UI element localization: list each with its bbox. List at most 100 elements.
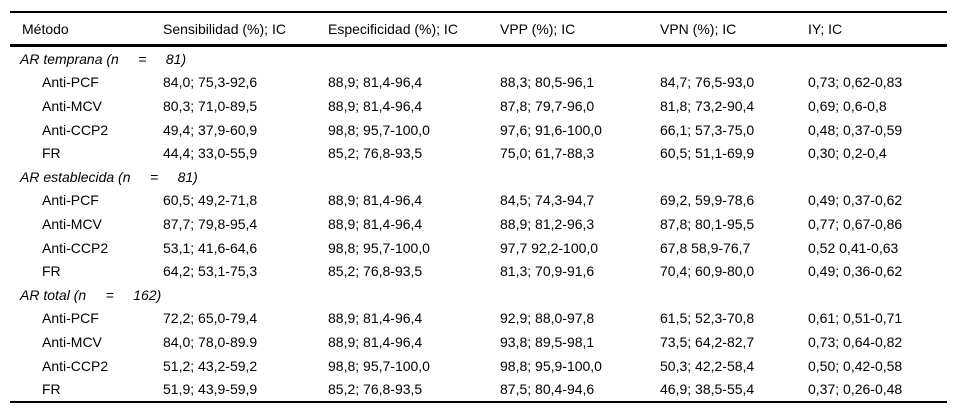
value-cell: 85,2; 76,8-93,5 xyxy=(328,263,423,280)
value-cell: 88,9; 81,4-96,4 xyxy=(328,74,423,91)
method-cell: Anti-PCF xyxy=(42,310,99,327)
value-cell: 60,5; 51,1-69,9 xyxy=(660,145,755,162)
value-cell: 0,52 0,41-0,63 xyxy=(808,239,899,256)
value-cell: 88,9; 81,4-96,4 xyxy=(328,192,423,209)
value-cell: 85,2; 76,8-93,5 xyxy=(328,145,423,162)
value-cell: 51,2; 43,2-59,2 xyxy=(163,357,258,374)
value-cell: 0,77; 0,67-0,86 xyxy=(808,215,903,232)
value-cell: 98,8; 95,9-100,0 xyxy=(500,357,602,374)
method-cell: Anti-PCF xyxy=(42,74,99,91)
value-cell: 61,5; 52,3-70,8 xyxy=(660,310,755,327)
value-cell: 0,73; 0,62-0,83 xyxy=(808,74,903,91)
method-cell: Anti-MCV xyxy=(42,333,102,350)
value-cell: 87,7; 79,8-95,4 xyxy=(163,215,258,232)
table-header: Método Sensibilidad (%); IC Especificida… xyxy=(10,12,947,47)
value-cell: 88,9; 81,2-96,3 xyxy=(500,215,595,232)
table-row: Anti-MCV 84,0; 78,0-89.9 88,9; 81,4-96,4 93… xyxy=(10,330,947,354)
value-cell: 69,2, 59,9-78,6 xyxy=(660,192,755,209)
table-row: Anti-CCP2 53,1; 41,6-64,6 98,8; 95,7-100,0… xyxy=(10,236,947,260)
value-cell: 88,9; 81,4-96,4 xyxy=(328,333,423,350)
value-cell: 72,2; 65,0-79,4 xyxy=(163,310,258,327)
column-header-vpp: VPP (%); IC xyxy=(500,12,660,47)
value-cell: 87,5; 80,4-94,6 xyxy=(500,381,595,398)
section-label: AR total (n = 162) xyxy=(20,286,162,303)
value-cell: 88,9; 81,4-96,4 xyxy=(328,310,423,327)
value-cell: 49,4; 37,9-60,9 xyxy=(163,121,258,138)
method-cell: Anti-MCV xyxy=(42,215,102,232)
table-row: Anti-PCF 84,0; 75,3-92,6 88,9; 81,4-96,4 88… xyxy=(10,71,947,95)
table-row: FR 51,9; 43,9-59,9 85,2; 76,8-93,5 87,5; 80… xyxy=(10,377,947,402)
section-row: AR total (n = 162) xyxy=(10,283,947,307)
value-cell: 73,5; 64,2-82,7 xyxy=(660,333,755,350)
header-row: Método Sensibilidad (%); IC Especificida… xyxy=(10,12,947,47)
section-label: AR establecida (n = 81) xyxy=(20,168,198,185)
table-row: Anti-PCF 72,2; 65,0-79,4 88,9; 81,4-96,4 92… xyxy=(10,307,947,331)
section-row: AR temprana (n = 81) xyxy=(10,46,947,71)
value-cell: 0,69; 0,6-0,8 xyxy=(808,97,887,114)
table-row: Anti-CCP2 49,4; 37,9-60,9 98,8; 95,7-100,0… xyxy=(10,118,947,142)
value-cell: 88,3; 80,5-96,1 xyxy=(500,74,595,91)
method-cell: Anti-CCP2 xyxy=(42,357,109,374)
value-cell: 0,49; 0,37-0,62 xyxy=(808,192,903,209)
method-cell: Anti-PCF xyxy=(42,192,99,209)
value-cell: 0,50; 0,42-0,58 xyxy=(808,357,903,374)
value-cell: 64,2; 53,1-75,3 xyxy=(163,263,258,280)
value-cell: 44,4; 33,0-55,9 xyxy=(163,145,258,162)
value-cell: 60,5; 49,2-71,8 xyxy=(163,192,258,209)
method-cell: Anti-CCP2 xyxy=(42,239,109,256)
value-cell: 97,7 92,2-100,0 xyxy=(500,239,599,256)
value-cell: 84,0; 75,3-92,6 xyxy=(163,74,258,91)
value-cell: 0,61; 0,51-0,71 xyxy=(808,310,903,327)
method-cell: FR xyxy=(42,145,61,162)
column-header-metodo: Método xyxy=(10,12,163,47)
table-row: Anti-MCV 80,3; 71,0-89,5 88,9; 81,4-96,4 87… xyxy=(10,94,947,118)
value-cell: 81,3; 70,9-91,6 xyxy=(500,263,595,280)
value-cell: 97,6; 91,6-100,0 xyxy=(500,121,602,138)
column-header-especificidad: Especificidad (%); IC xyxy=(328,12,500,47)
column-header-sensibilidad: Sensibilidad (%); IC xyxy=(163,12,328,47)
value-cell: 51,9; 43,9-59,9 xyxy=(163,381,258,398)
method-cell: Anti-CCP2 xyxy=(42,121,109,138)
table-row: FR 44,4; 33,0-55,9 85,2; 76,8-93,5 75,0; 61… xyxy=(10,141,947,165)
method-cell: FR xyxy=(42,381,61,398)
value-cell: 87,8; 80,1-95,5 xyxy=(660,215,755,232)
results-table-container: Método Sensibilidad (%); IC Especificida… xyxy=(10,11,947,403)
value-cell: 0,73; 0,64-0,82 xyxy=(808,333,903,350)
value-cell: 85,2; 76,8-93,5 xyxy=(328,381,423,398)
value-cell: 66,1; 57,3-75,0 xyxy=(660,121,755,138)
value-cell: 50,3; 42,2-58,4 xyxy=(660,357,755,374)
table-row: FR 64,2; 53,1-75,3 85,2; 76,8-93,5 81,3; 70… xyxy=(10,259,947,283)
value-cell: 46,9; 38,5-55,4 xyxy=(660,381,755,398)
method-cell: Anti-MCV xyxy=(42,97,102,114)
value-cell: 75,0; 61,7-88,3 xyxy=(500,145,595,162)
value-cell: 84,7; 76,5-93,0 xyxy=(660,74,755,91)
table-row: Anti-PCF 60,5; 49,2-71,8 88,9; 81,4-96,4 84… xyxy=(10,189,947,213)
value-cell: 84,5; 74,3-94,7 xyxy=(500,192,595,209)
value-cell: 98,8; 95,7-100,0 xyxy=(328,357,430,374)
method-cell: FR xyxy=(42,263,61,280)
value-cell: 88,9; 81,4-96,4 xyxy=(328,97,423,114)
value-cell: 88,9; 81,4-96,4 xyxy=(328,215,423,232)
table-body: AR temprana (n = 81) Anti-PCF 84,0; 75,3-9… xyxy=(10,46,947,402)
results-table: Método Sensibilidad (%); IC Especificida… xyxy=(10,11,947,403)
value-cell: 93,8; 89,5-98,1 xyxy=(500,333,595,350)
value-cell: 80,3; 71,0-89,5 xyxy=(163,97,258,114)
value-cell: 84,0; 78,0-89.9 xyxy=(163,333,258,350)
column-header-vpn: VPN (%); IC xyxy=(660,12,808,47)
table-row: Anti-CCP2 51,2; 43,2-59,2 98,8; 95,7-100,0… xyxy=(10,354,947,378)
value-cell: 0,30; 0,2-0,4 xyxy=(808,145,887,162)
table-row: Anti-MCV 87,7; 79,8-95,4 88,9; 81,4-96,4 88… xyxy=(10,212,947,236)
section-row: AR establecida (n = 81) xyxy=(10,165,947,189)
value-cell: 81,8; 73,2-90,4 xyxy=(660,97,755,114)
value-cell: 67,8 58,9-76,7 xyxy=(660,239,751,256)
value-cell: 0,49; 0,36-0,62 xyxy=(808,263,903,280)
column-header-iy: IY; IC xyxy=(808,12,947,47)
value-cell: 70,4; 60,9-80,0 xyxy=(660,263,755,280)
section-label: AR temprana (n = 81) xyxy=(20,50,187,67)
value-cell: 98,8; 95,7-100,0 xyxy=(328,121,430,138)
value-cell: 0,37; 0,26-0,48 xyxy=(808,381,903,398)
value-cell: 0,48; 0,37-0,59 xyxy=(808,121,903,138)
value-cell: 53,1; 41,6-64,6 xyxy=(163,239,258,256)
value-cell: 92,9; 88,0-97,8 xyxy=(500,310,595,327)
value-cell: 87,8; 79,7-96,0 xyxy=(500,97,595,114)
